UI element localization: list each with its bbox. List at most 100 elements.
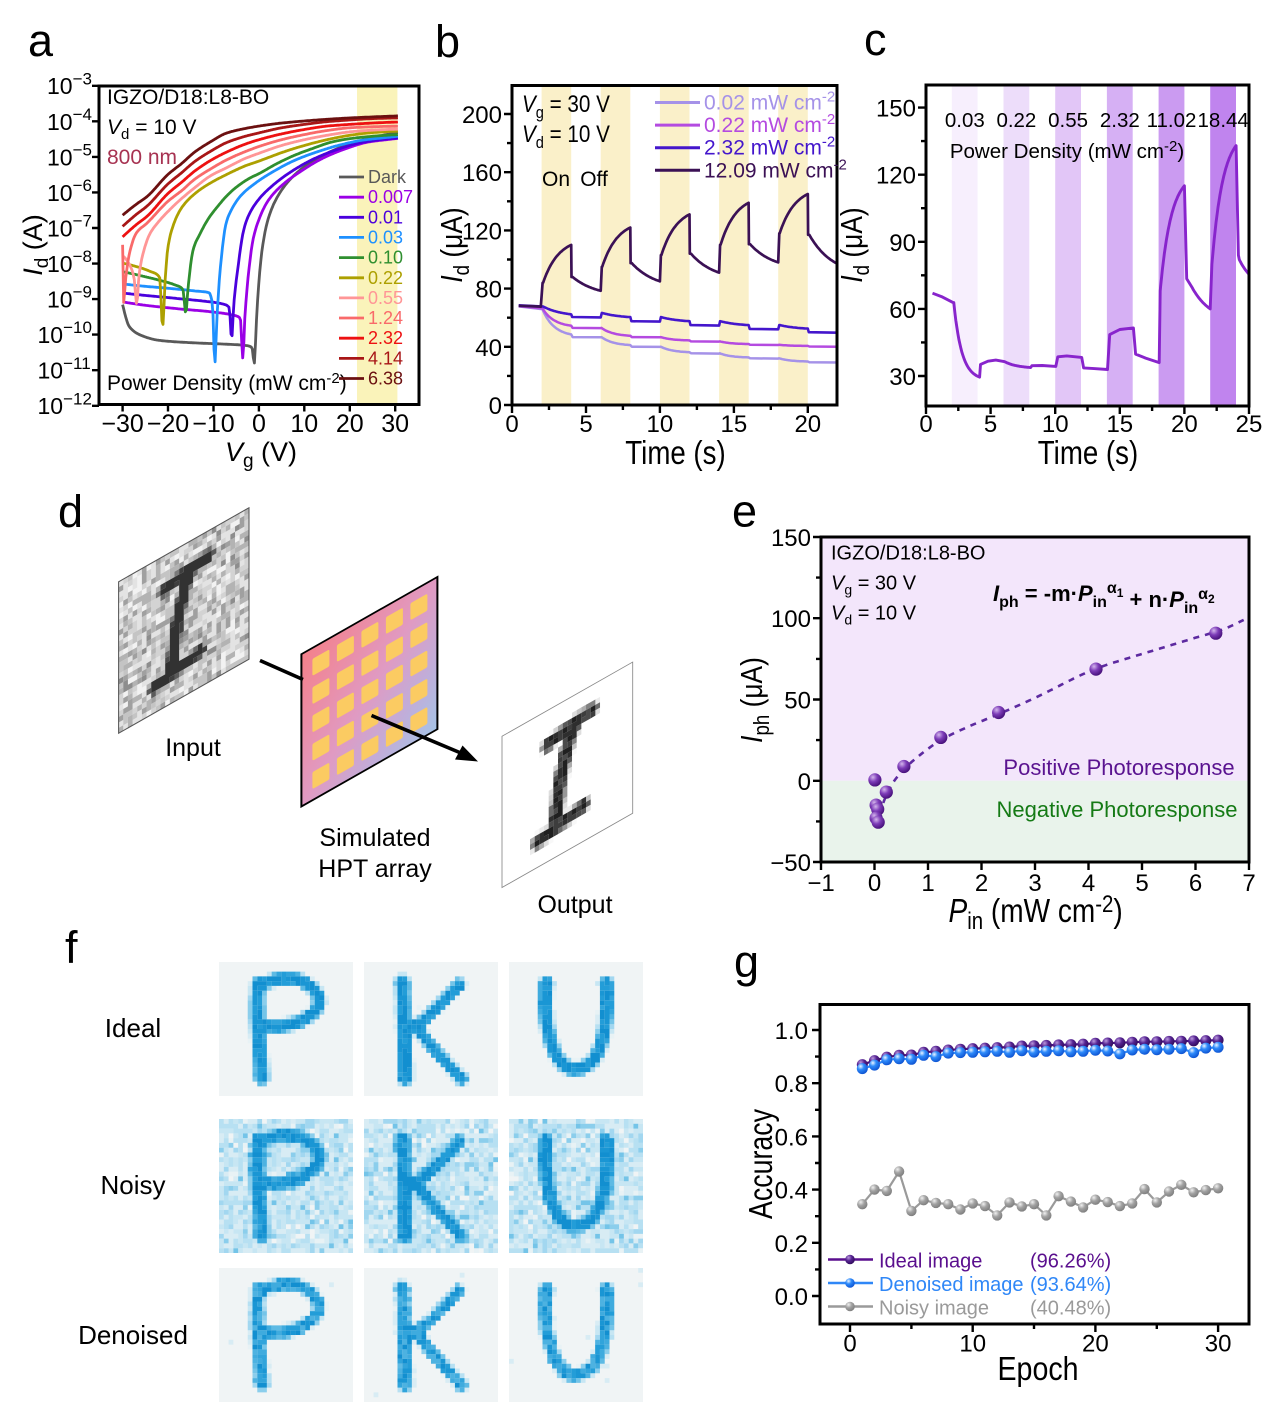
svg-text:10: 10: [47, 144, 73, 170]
svg-text:5: 5: [984, 411, 997, 438]
svg-text:Power Density (mW cm-2): Power Density (mW cm-2): [950, 138, 1184, 163]
svg-text:0.03: 0.03: [368, 227, 403, 247]
svg-text:15: 15: [1106, 411, 1133, 438]
svg-text:7: 7: [1242, 870, 1255, 897]
svg-text:Vg (V): Vg (V): [225, 437, 297, 472]
svg-text:Dark: Dark: [368, 167, 407, 187]
svg-text:10: 10: [47, 215, 73, 241]
svg-text:−10: −10: [63, 318, 92, 337]
svg-text:Epoch: Epoch: [998, 1350, 1079, 1387]
svg-text:1: 1: [921, 870, 934, 897]
svg-text:160: 160: [462, 160, 502, 187]
svg-text:0.007: 0.007: [368, 187, 413, 207]
svg-text:10: 10: [1042, 411, 1069, 438]
svg-text:(93.64%): (93.64%): [1030, 1274, 1111, 1296]
svg-text:10: 10: [38, 393, 64, 419]
svg-text:−7: −7: [73, 212, 92, 231]
svg-text:4: 4: [1082, 870, 1095, 897]
svg-text:Vd = 10 V: Vd = 10 V: [107, 116, 197, 143]
svg-text:0.55: 0.55: [1048, 109, 1088, 132]
svg-text:10: 10: [38, 322, 64, 348]
svg-text:Output: Output: [537, 891, 612, 919]
svg-text:0.10: 0.10: [368, 248, 403, 268]
svg-text:4.14: 4.14: [368, 348, 403, 368]
svg-text:Accuracy: Accuracy: [742, 1109, 779, 1219]
svg-text:Vd = 10 V: Vd = 10 V: [831, 603, 917, 628]
svg-text:d: d: [58, 486, 83, 537]
svg-text:Noisy: Noisy: [100, 1170, 165, 1200]
svg-text:Pin (mW cm-2): Pin (mW cm-2): [949, 890, 1123, 934]
svg-text:40: 40: [475, 335, 502, 362]
svg-text:0.22: 0.22: [368, 268, 403, 288]
svg-text:15: 15: [721, 411, 748, 438]
svg-text:a: a: [28, 15, 54, 66]
svg-text:0.03: 0.03: [945, 109, 985, 132]
svg-text:0: 0: [919, 411, 932, 438]
svg-text:Iph (μA): Iph (μA): [735, 657, 774, 743]
svg-text:Id (μA): Id (μA): [435, 207, 474, 282]
svg-text:(40.48%): (40.48%): [1030, 1298, 1111, 1320]
svg-text:90: 90: [889, 230, 916, 257]
svg-text:0.6: 0.6: [775, 1124, 808, 1151]
svg-text:On: On: [542, 168, 570, 191]
svg-text:IGZO/D18:L8-BO: IGZO/D18:L8-BO: [107, 86, 269, 109]
svg-text:b: b: [435, 16, 460, 67]
svg-text:0.22 mW cm-2: 0.22 mW cm-2: [704, 111, 835, 137]
svg-text:20: 20: [794, 411, 821, 438]
svg-text:0: 0: [798, 769, 811, 796]
svg-text:6.38: 6.38: [368, 369, 403, 389]
svg-text:10: 10: [47, 109, 73, 135]
svg-text:Id (A): Id (A): [18, 214, 53, 276]
svg-text:60: 60: [889, 297, 916, 324]
svg-text:Noisy image: Noisy image: [879, 1298, 989, 1320]
svg-text:120: 120: [876, 163, 916, 190]
svg-text:g: g: [734, 936, 759, 987]
svg-text:Iph = -m·Pinα1 + n·Pinα2: Iph = -m·Pinα1 + n·Pinα2: [993, 580, 1215, 617]
svg-text:0: 0: [489, 393, 502, 420]
svg-text:80: 80: [475, 277, 502, 304]
svg-text:150: 150: [876, 96, 916, 123]
svg-text:Simulated: Simulated: [319, 824, 430, 852]
svg-text:Power Density (mW cm-2): Power Density (mW cm-2): [107, 370, 347, 395]
svg-text:0.0: 0.0: [775, 1284, 808, 1311]
svg-text:18.44: 18.44: [1198, 109, 1249, 132]
svg-text:10: 10: [47, 251, 73, 277]
svg-text:10: 10: [47, 73, 73, 99]
svg-text:Input: Input: [165, 734, 221, 762]
svg-text:0: 0: [252, 410, 266, 438]
svg-text:Vg = 30 V: Vg = 30 V: [831, 573, 917, 598]
svg-text:10: 10: [290, 410, 318, 438]
svg-text:10: 10: [647, 411, 674, 438]
svg-text:−8: −8: [73, 247, 92, 266]
svg-text:120: 120: [462, 218, 502, 245]
svg-text:Off: Off: [580, 168, 608, 191]
svg-text:HPT array: HPT array: [318, 855, 432, 883]
svg-text:0.02 mW cm-2: 0.02 mW cm-2: [704, 89, 835, 115]
svg-text:2.32: 2.32: [1100, 109, 1140, 132]
svg-text:20: 20: [1082, 1331, 1109, 1358]
svg-text:10: 10: [47, 180, 73, 206]
svg-text:0.4: 0.4: [775, 1178, 808, 1205]
svg-text:50: 50: [784, 688, 811, 715]
svg-text:200: 200: [462, 102, 502, 129]
svg-text:150: 150: [771, 525, 811, 552]
svg-text:0.55: 0.55: [368, 288, 403, 308]
svg-text:(96.26%): (96.26%): [1030, 1251, 1111, 1273]
svg-text:1.24: 1.24: [368, 308, 403, 328]
svg-text:5: 5: [579, 411, 592, 438]
svg-text:3: 3: [1028, 870, 1041, 897]
svg-text:−6: −6: [73, 176, 92, 195]
svg-text:30: 30: [381, 410, 409, 438]
svg-text:c: c: [864, 14, 887, 65]
svg-text:−11: −11: [63, 354, 91, 373]
svg-text:0: 0: [868, 870, 881, 897]
svg-text:2.32 mW cm-2: 2.32 mW cm-2: [704, 134, 835, 160]
svg-text:5: 5: [1135, 870, 1148, 897]
svg-text:−12: −12: [63, 389, 92, 408]
svg-text:Time (s): Time (s): [625, 434, 725, 471]
svg-text:100: 100: [771, 606, 811, 633]
svg-text:Denoised: Denoised: [78, 1320, 188, 1350]
svg-text:−9: −9: [73, 283, 92, 302]
svg-text:Negative Photoresponse: Negative Photoresponse: [997, 797, 1238, 822]
svg-text:0.01: 0.01: [368, 207, 403, 227]
